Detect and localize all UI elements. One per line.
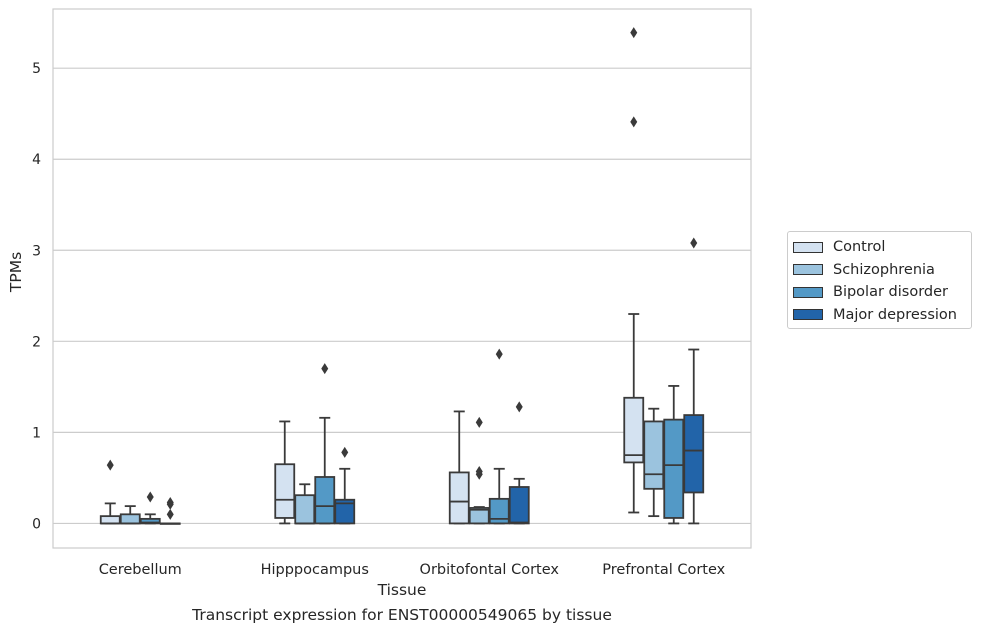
outlier-point: [321, 363, 329, 375]
x-tick-label: Hipppocampus: [261, 562, 369, 578]
box-2-0: [448, 410, 470, 525]
box-body: [334, 498, 356, 525]
x-axis-ticks: Cerebellum Hipppocampus Orbitofontal Corte…: [99, 562, 726, 578]
legend-swatch: [793, 241, 823, 253]
box-body: [468, 507, 490, 525]
box-0-3: [159, 496, 181, 525]
x-axis-label: Tissue: [377, 581, 427, 599]
legend-label: Major depression: [833, 306, 957, 323]
outlier-point: [630, 116, 638, 128]
outlier-point: [106, 459, 114, 471]
outlier-point: [475, 466, 483, 478]
box-body: [119, 513, 141, 525]
box-1-3: [334, 446, 356, 525]
box-body: [663, 418, 685, 519]
outlier-point: [166, 496, 174, 508]
box-0-0: [99, 459, 121, 525]
box-2-1: [468, 416, 490, 525]
legend-swatch: [793, 264, 823, 276]
box-body: [274, 463, 296, 519]
box-body: [294, 494, 316, 525]
box-2-3: [508, 401, 530, 525]
legend: Control Schizophrenia Bipolar disorder Majo…: [787, 231, 972, 329]
y-tick-label: 5: [32, 61, 41, 77]
legend-item: Control: [788, 236, 971, 259]
box-body: [314, 476, 336, 525]
box-3-0: [623, 27, 645, 514]
y-tick-label: 4: [32, 152, 41, 168]
y-tick-label: 2: [32, 334, 41, 350]
y-tick-label: 3: [32, 243, 41, 259]
chart-caption: Transcript expression for ENST0000054906…: [192, 606, 612, 624]
legend-item: Schizophrenia: [788, 259, 971, 282]
y-axis-ticks: 0 1 2 3 4 5: [32, 61, 41, 532]
box-body: [448, 471, 470, 525]
box-body: [99, 515, 121, 525]
box-1-2: [314, 363, 336, 525]
gridlines: [53, 67, 751, 525]
y-tick-label: 1: [32, 425, 41, 441]
legend-label: Bipolar disorder: [833, 284, 948, 301]
outlier-point: [475, 416, 483, 428]
outlier-point: [515, 401, 523, 413]
x-tick-label: Cerebellum: [99, 562, 182, 578]
box-0-2: [139, 491, 161, 525]
outlier-point: [495, 348, 503, 360]
y-axis-label: TPMs: [7, 252, 25, 293]
box-3-2: [663, 385, 685, 525]
plot-area-frame: [52, 8, 752, 549]
box-body: [643, 420, 665, 490]
outlier-point: [146, 491, 154, 503]
outlier-point: [690, 237, 698, 249]
box-body: [623, 396, 645, 464]
y-tick-label: 0: [32, 516, 41, 532]
legend-swatch: [793, 309, 823, 321]
box-2-2: [488, 348, 510, 525]
box-0-1: [119, 505, 141, 525]
box-body: [508, 486, 530, 525]
box-plot-boxes: [99, 27, 705, 525]
outlier-point: [630, 27, 638, 39]
x-tick-label: Orbitofontal Cortex: [420, 562, 560, 578]
legend-item: Major depression: [788, 304, 971, 327]
legend-label: Schizophrenia: [833, 261, 935, 278]
box-body: [488, 497, 510, 525]
box-1-0: [274, 420, 296, 525]
legend-item: Bipolar disorder: [788, 281, 971, 304]
box-3-1: [643, 407, 665, 518]
box-1-1: [294, 483, 316, 525]
outlier-point: [166, 508, 174, 520]
box-body: [139, 517, 161, 525]
legend-swatch: [793, 286, 823, 298]
outlier-point: [341, 446, 349, 458]
x-tick-label: Prefrontal Cortex: [602, 562, 725, 578]
box-3-3: [683, 237, 705, 525]
box-body: [683, 414, 705, 494]
legend-label: Control: [833, 239, 886, 256]
